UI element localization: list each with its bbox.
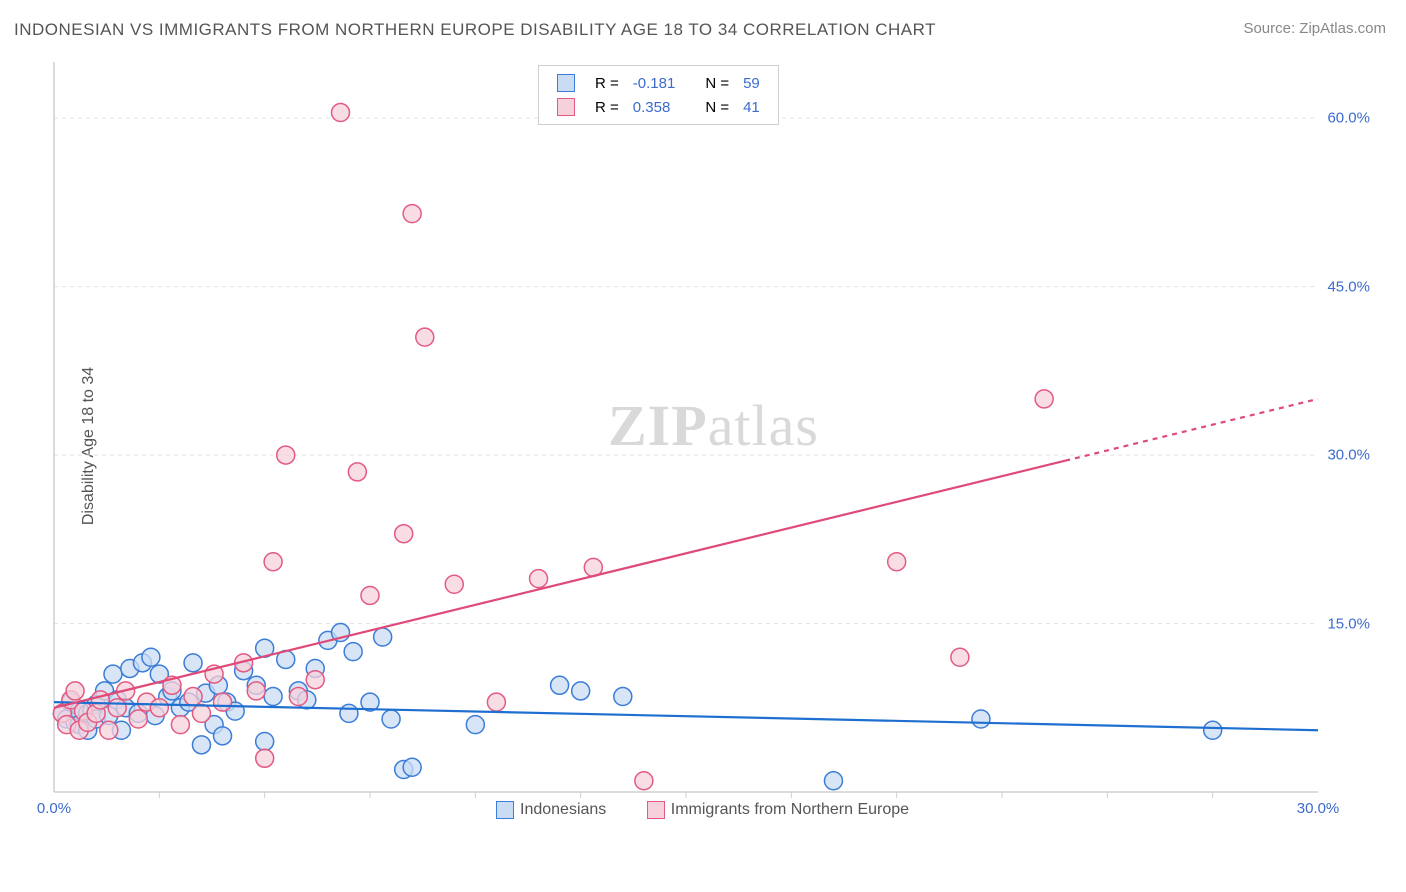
legend-label-0: Indonesians: [520, 801, 606, 819]
x-tick-label: 0.0%: [37, 800, 71, 817]
legend-item: Indonesians: [496, 801, 606, 819]
y-tick-label: 15.0%: [1327, 615, 1370, 632]
legend-item: Immigrants from Northern Europe: [647, 801, 909, 819]
r-label: R =: [589, 96, 625, 118]
y-tick-label: 60.0%: [1327, 110, 1370, 127]
swatch-series-1-bottom: [647, 801, 665, 819]
correlation-legend: R = -0.181 N = 59 R = 0.358 N = 41: [538, 65, 779, 125]
n-value-1: 41: [737, 96, 766, 118]
series-legend: Indonesians Immigrants from Northern Eur…: [478, 801, 927, 824]
r-value-0: -0.181: [627, 72, 682, 94]
swatch-series-0-bottom: [496, 801, 514, 819]
legend-row: R = -0.181 N = 59: [551, 72, 766, 94]
legend-row: R = 0.358 N = 41: [551, 96, 766, 118]
swatch-series-1: [557, 98, 575, 116]
legend-label-1: Immigrants from Northern Europe: [671, 801, 909, 819]
r-value-1: 0.358: [627, 96, 682, 118]
swatch-series-0: [557, 74, 575, 92]
chart-area: ZIPatlas R = -0.181 N = 59 R = 0.358 N =…: [48, 62, 1378, 822]
chart-title: INDONESIAN VS IMMIGRANTS FROM NORTHERN E…: [14, 20, 936, 40]
scatter-plot: [48, 62, 1378, 822]
n-value-0: 59: [737, 72, 766, 94]
n-label: N =: [699, 72, 735, 94]
y-tick-label: 45.0%: [1327, 278, 1370, 295]
x-tick-label: 30.0%: [1297, 800, 1340, 817]
r-label: R =: [589, 72, 625, 94]
source-label: Source: ZipAtlas.com: [1243, 20, 1386, 37]
y-tick-label: 30.0%: [1327, 447, 1370, 464]
n-label: N =: [699, 96, 735, 118]
